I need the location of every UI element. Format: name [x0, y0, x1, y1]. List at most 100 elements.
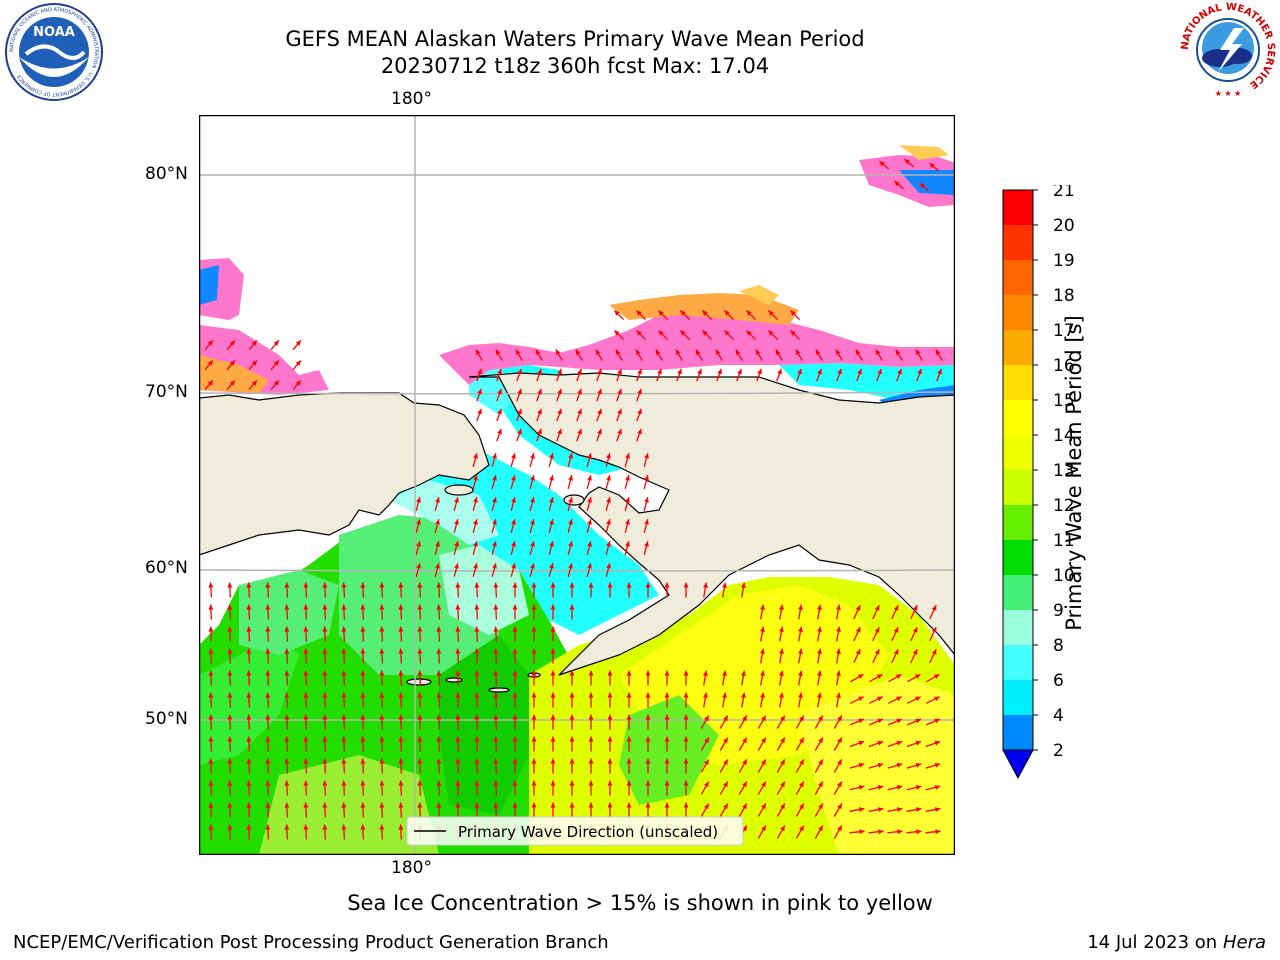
- wave-arrow-head: [779, 692, 784, 698]
- wave-arrow-head: [474, 582, 480, 588]
- wave-arrow-head: [723, 737, 728, 744]
- land-masses: [199, 372, 955, 693]
- wave-arrow-head: [265, 824, 271, 830]
- wave-arrow-head: [742, 759, 747, 766]
- wave-arrow-head: [512, 780, 518, 786]
- wave-arrow-head: [780, 759, 785, 766]
- wave-arrow-head: [473, 519, 478, 525]
- wave-arrow-head: [341, 626, 347, 632]
- wave-arrow-head: [879, 161, 885, 167]
- wave-arrow-head: [897, 807, 903, 812]
- wave-arrow-head: [798, 626, 803, 632]
- wave-arrow-head: [877, 368, 882, 375]
- wave-arrow-head: [530, 519, 535, 525]
- wave-arrow-head: [915, 762, 922, 768]
- wave-arrow-head: [246, 780, 252, 786]
- wave-arrow-head: [341, 582, 347, 588]
- wave-arrow-head: [436, 758, 442, 764]
- wave-arrow-head: [934, 740, 941, 746]
- wave-arrow-head: [511, 453, 516, 459]
- wave-arrow-head: [550, 802, 556, 808]
- wave-arrow-head: [587, 497, 592, 503]
- wave-arrow-head: [779, 626, 784, 632]
- wave-arrow-head: [683, 758, 689, 764]
- wave-arrow-head: [607, 582, 613, 588]
- wave-arrow-head: [511, 497, 516, 503]
- wave-arrow-head: [636, 310, 642, 316]
- colorbar-extend-arrow: [1002, 749, 1034, 780]
- wave-arrow-head: [435, 563, 440, 569]
- wave-arrow-head: [246, 736, 252, 742]
- wave-arrow-head: [555, 349, 561, 355]
- wave-arrow-head: [475, 349, 481, 355]
- wave-arrow-head: [208, 582, 214, 588]
- wave-arrow-head: [597, 408, 602, 415]
- wave-arrow-head: [398, 802, 404, 808]
- wave-arrow-head: [341, 736, 347, 742]
- wave-arrow-head: [893, 605, 899, 611]
- wave-arrow-head: [512, 758, 518, 764]
- wave-arrow-head: [617, 388, 622, 395]
- wave-arrow-head: [341, 692, 347, 698]
- lon-label-top: 180°: [391, 89, 432, 109]
- colorbar-tick-label: 13: [1053, 461, 1075, 481]
- wave-arrow-head: [904, 159, 910, 165]
- wave-arrow-head: [436, 604, 442, 610]
- wave-arrow-head: [303, 714, 309, 720]
- wave-arrow-head: [417, 714, 423, 720]
- wave-arrow-head: [322, 626, 328, 632]
- wave-arrow-head: [549, 475, 554, 481]
- wave-arrow-head: [497, 368, 502, 375]
- wave-arrow-head: [284, 758, 290, 764]
- wave-arrow-head: [683, 670, 689, 676]
- wave-arrow-head: [473, 453, 478, 459]
- wave-arrow-head: [798, 648, 803, 654]
- colorbar-block: [1003, 610, 1033, 645]
- wave-arrow-head: [512, 670, 518, 676]
- wave-arrow-head: [284, 824, 290, 830]
- wave-arrow-head: [227, 604, 233, 610]
- wave-arrow-head: [761, 825, 766, 832]
- wave-arrow-head: [531, 736, 537, 742]
- wave-arrow-head: [360, 582, 366, 588]
- wave-arrow-head: [557, 368, 562, 375]
- wave-arrow-head: [550, 692, 556, 698]
- colorbar-tick-label: 14: [1053, 426, 1075, 446]
- wave-arrow-head: [858, 696, 864, 702]
- wave-arrow-head: [208, 648, 214, 654]
- colorbar-label: Primary Wave Mean Period [s]: [1062, 315, 1086, 631]
- wave-arrow-head: [625, 475, 630, 481]
- wave-arrow-head: [875, 349, 881, 355]
- wave-arrow-head: [360, 758, 366, 764]
- caption: Sea Ice Concentration > 15% is shown in …: [347, 891, 933, 915]
- wave-arrow-head: [360, 692, 366, 698]
- wave-arrow-head: [495, 349, 501, 355]
- wave-arrow-head: [755, 349, 761, 355]
- wave-arrow-head: [683, 736, 689, 742]
- colorbar-block: [1003, 365, 1033, 400]
- wave-arrow-head: [246, 692, 252, 698]
- wave-arrow-head: [877, 785, 884, 790]
- wave-arrow-head: [815, 349, 821, 355]
- wave-arrow-head: [417, 626, 423, 632]
- wave-arrow-head: [697, 368, 702, 375]
- wave-arrow-head: [818, 803, 823, 810]
- wave-arrow-head: [742, 825, 747, 832]
- wave-arrow-head: [626, 736, 632, 742]
- wave-arrow-head: [645, 714, 651, 720]
- wave-arrow-head: [569, 604, 575, 610]
- wave-arrow-head: [398, 758, 404, 764]
- wave-arrow-head: [897, 368, 902, 375]
- wave-arrow-head: [658, 310, 664, 316]
- wave-arrow-head: [704, 759, 709, 766]
- wave-arrow-head: [517, 388, 522, 395]
- wave-arrow-head: [588, 692, 594, 698]
- wave-arrow-head: [303, 582, 309, 588]
- wave-arrow-head: [557, 388, 562, 395]
- wave-arrow-head: [799, 825, 804, 832]
- wave-arrow-head: [435, 541, 440, 547]
- wave-arrow-head: [379, 692, 385, 698]
- wave-arrow-head: [227, 670, 233, 676]
- wave-arrow-head: [550, 670, 556, 676]
- wave-arrow-head: [919, 183, 925, 189]
